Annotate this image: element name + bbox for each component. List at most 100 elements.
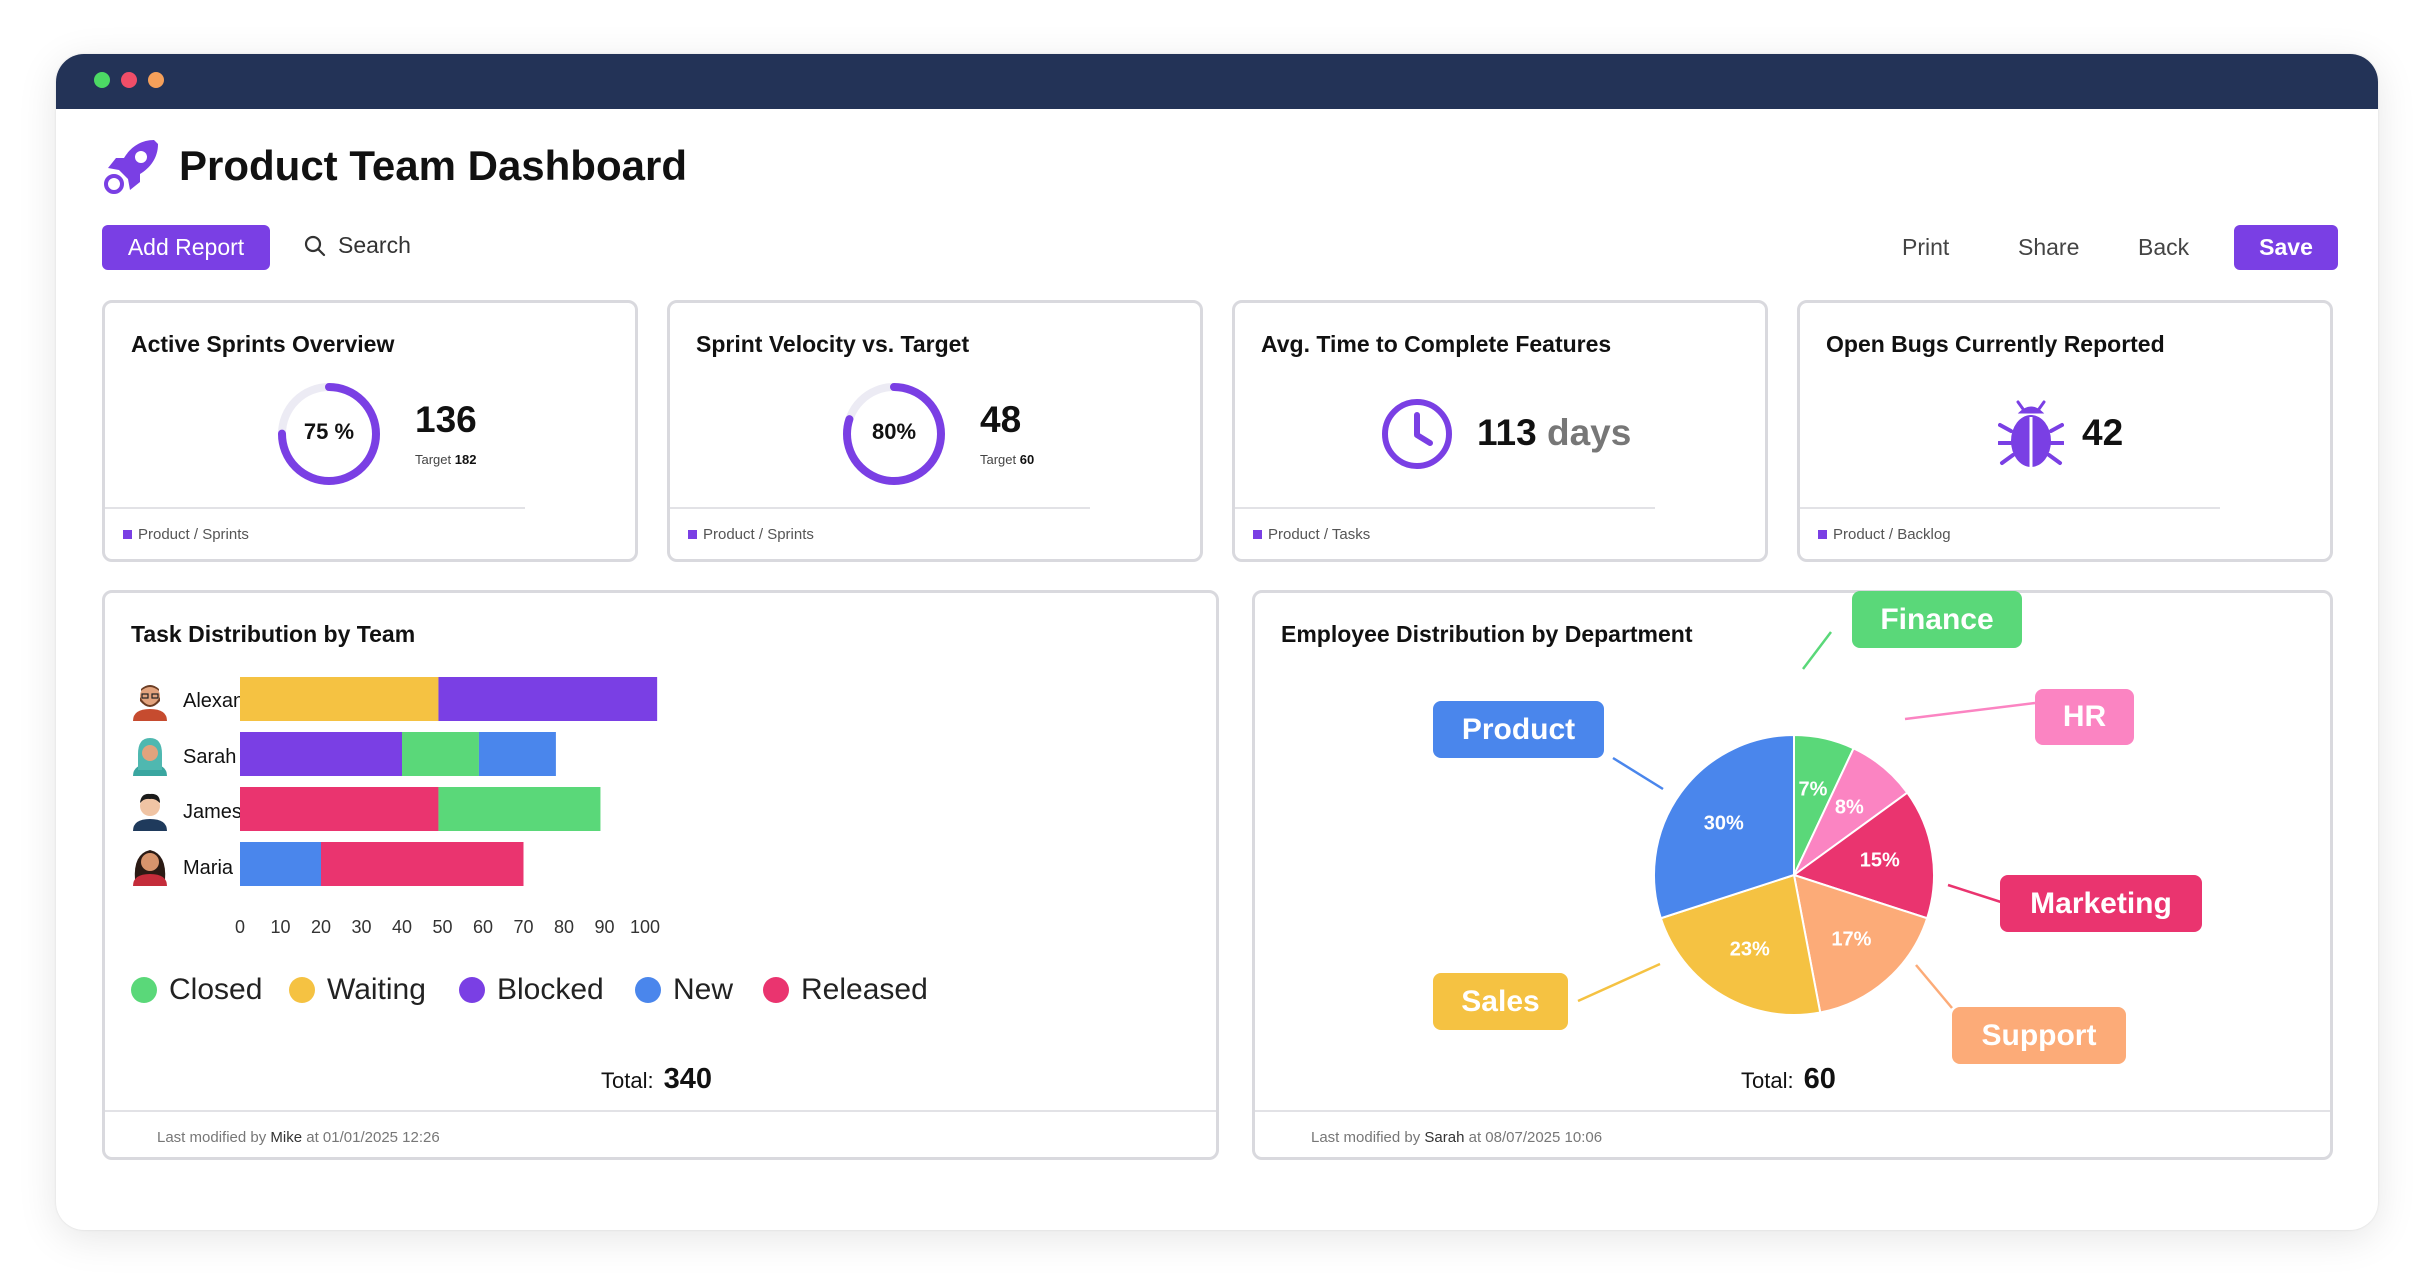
search-control[interactable]: Search (304, 232, 411, 259)
bar-sarah-new[interactable] (478, 732, 556, 776)
x-tick-label: 20 (310, 917, 332, 937)
x-tick-label: 100 (629, 917, 661, 937)
divider (105, 507, 525, 509)
kpi-title: Active Sprints Overview (131, 331, 395, 357)
avatar-maria (133, 850, 167, 886)
back-button[interactable]: Back (2138, 234, 2190, 260)
search-label: Search (338, 232, 411, 258)
kpi-card-active-sprints: Active Sprints Overview 75 % 136 Target … (102, 300, 638, 562)
share-button[interactable]: Share (2018, 234, 2080, 260)
bug-icon (1998, 400, 2064, 467)
x-tick-label: 60 (472, 917, 494, 937)
kpi-value: 42 (2082, 412, 2124, 453)
x-tick-label: 80 (553, 917, 575, 937)
avatar-alexander (133, 685, 167, 721)
chart-title: Task Distribution by Team (131, 621, 416, 647)
progress-percent: 75 % (303, 419, 355, 444)
callout-product: Product (1433, 701, 1604, 758)
employee-total: Total: 60 (1741, 1063, 1836, 1095)
pie-slice-sales[interactable] (1659, 873, 1822, 1016)
kpi-value: 48 (980, 399, 1022, 440)
window-minimize-button[interactable] (148, 72, 164, 88)
progress-ring (278, 383, 380, 485)
divider (670, 507, 1090, 509)
legend-released[interactable]: Released (763, 973, 928, 1007)
stacked-bar-chart (240, 677, 658, 886)
bar-label-sarah: Sarah (183, 746, 237, 768)
avatar-james (133, 793, 167, 831)
kpi-card-avg-time: Avg. Time to Complete Features 113 days … (1232, 300, 1768, 562)
bar-james-closed[interactable] (438, 787, 601, 831)
breadcrumb[interactable]: Product / Sprints (688, 526, 814, 543)
window-close-button[interactable] (121, 72, 137, 88)
divider (105, 1110, 1216, 1112)
x-tick-label: 90 (594, 917, 615, 937)
bar-james-released[interactable] (240, 787, 439, 831)
rocket-icon (104, 140, 158, 194)
kpi-value: 113 days (1477, 412, 1632, 453)
kpi-unit: days (1546, 412, 1632, 453)
divider (1800, 507, 2220, 509)
pie-label-marketing: 15% (1859, 849, 1900, 872)
chart-title: Employee Distribution by Department (1281, 621, 1693, 647)
task-distribution-card: Task Distribution by Team Alexander Sara… (102, 590, 1219, 1160)
callout-sales: Sales (1433, 973, 1568, 1030)
breadcrumb[interactable]: Product / Backlog (1818, 526, 1951, 543)
legend-closed[interactable]: Closed (131, 973, 262, 1007)
legend-new[interactable]: New (635, 973, 733, 1007)
kpi-target: Target 182 (415, 452, 477, 467)
pie-label-sales: 23% (1729, 938, 1770, 961)
bar-alexander-waiting[interactable] (240, 677, 439, 721)
pie-slice-marketing[interactable] (1791, 791, 1935, 920)
kpi-title: Avg. Time to Complete Features (1261, 331, 1612, 357)
x-tick-label: 70 (513, 917, 534, 937)
x-tick-label: 10 (270, 917, 291, 937)
avatar-sarah (133, 738, 167, 776)
legend-waiting[interactable]: Waiting (289, 973, 426, 1007)
callout-finance: Finance (1852, 591, 2022, 648)
x-tick-label: 50 (432, 917, 453, 937)
pie-slice-support[interactable] (1792, 873, 1929, 1014)
employee-distribution-card: Employee Distribution by Department 7% 8%… (1252, 590, 2333, 1160)
callout-support: Support (1952, 1007, 2126, 1064)
breadcrumb[interactable]: Product / Tasks (1253, 526, 1370, 543)
kpi-card-sprint-velocity: Sprint Velocity vs. Target 80% 48 Target… (667, 300, 1203, 562)
breadcrumb[interactable]: Product / Sprints (123, 526, 249, 543)
callout-hr: HR (2035, 689, 2134, 745)
save-button[interactable]: Save (2234, 225, 2338, 270)
progress-percent: 80% (871, 419, 917, 444)
bar-sarah-blocked[interactable] (240, 732, 402, 776)
pie-slice-product[interactable] (1653, 733, 1795, 920)
pie-label-product: 30% (1703, 812, 1744, 835)
bar-maria-released[interactable] (321, 842, 524, 886)
callout-marketing: Marketing (2000, 875, 2202, 932)
divider (1255, 1110, 2330, 1112)
pie-label-support: 17% (1831, 928, 1872, 951)
bar-alexander-blocked[interactable] (438, 677, 658, 721)
bar-sarah-closed[interactable] (402, 732, 479, 776)
last-modified: Last modified by Mike at 01/01/2025 12:2… (157, 1129, 440, 1146)
kpi-card-open-bugs: Open Bugs Currently Reported 42 Product … (1797, 300, 2333, 562)
search-icon (304, 235, 326, 256)
last-modified: Last modified by Sarah at 08/07/2025 10:… (1311, 1129, 1603, 1146)
print-button[interactable]: Print (1902, 234, 1950, 260)
progress-ring (843, 383, 945, 485)
pie-chart (1577, 631, 2036, 1016)
x-tick-label: 0 (234, 917, 246, 937)
page-title: Product Team Dashboard (179, 142, 687, 189)
callout-lines (1577, 631, 2036, 1009)
window-maximize-button[interactable] (94, 72, 110, 88)
clock-icon (1382, 399, 1452, 469)
x-tick-label: 40 (391, 917, 413, 937)
divider (1235, 507, 1655, 509)
kpi-title: Open Bugs Currently Reported (1826, 331, 2165, 357)
legend-blocked[interactable]: Blocked (459, 973, 604, 1007)
task-total: Total: 340 (601, 1063, 712, 1095)
kpi-target: Target 60 (980, 452, 1035, 467)
add-report-button[interactable]: Add Report (102, 225, 270, 270)
pie-label-hr: 8% (1834, 796, 1864, 819)
bar-maria-new[interactable] (240, 842, 321, 886)
title-bar (56, 54, 2378, 109)
bar-label-james: James (183, 801, 242, 823)
kpi-title: Sprint Velocity vs. Target (696, 331, 970, 357)
